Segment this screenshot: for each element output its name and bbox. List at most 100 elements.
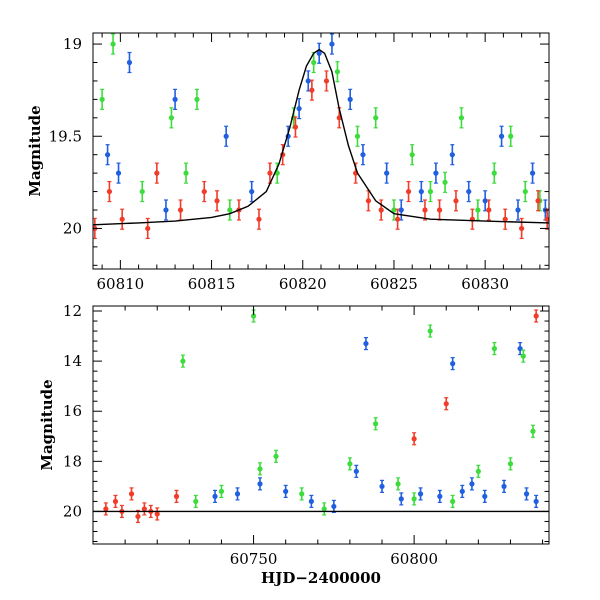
top-red-point: [405, 180, 412, 203]
top-red-point: [395, 208, 401, 230]
bottom-red-point: [135, 509, 141, 524]
bottom-green-point: [475, 464, 481, 478]
top-plot-frame: [92, 32, 550, 270]
bottom-blue-point: [450, 357, 456, 371]
top-blue-point: [498, 125, 505, 147]
top-x-tick-label: 60810: [97, 275, 145, 293]
top-blue-point: [223, 125, 229, 147]
top-green-point: [475, 199, 481, 221]
bottom-blue-point: [482, 489, 488, 503]
bottom-green-point: [321, 502, 327, 516]
top-data-layer: [93, 33, 549, 240]
top-blue-point: [482, 190, 488, 212]
top-blue-point: [529, 162, 536, 184]
bottom-blue-point: [283, 484, 289, 498]
bottom-green-point: [491, 341, 498, 356]
top-red-point: [106, 180, 113, 203]
top-x-tick-label: 60830: [461, 275, 509, 293]
bottom-green-point: [193, 494, 199, 509]
top-blue-point: [398, 199, 404, 221]
top-blue-point: [466, 180, 472, 203]
top-green-point: [491, 162, 497, 184]
top-green-point: [409, 144, 415, 166]
top-green-point: [427, 180, 434, 203]
top-green-point: [522, 180, 528, 203]
bottom-blue-point: [212, 489, 218, 503]
bottom-green-point: [411, 492, 417, 506]
top-y-axis-label: Magnitude: [26, 105, 44, 196]
top-green-point: [458, 107, 465, 129]
top-blue-point: [115, 162, 122, 184]
bottom-blue-point: [353, 464, 359, 478]
bottom-blue-point: [533, 494, 539, 509]
top-blue-point: [347, 88, 353, 110]
top-red-point: [214, 190, 220, 212]
bottom-x-tick-label: 60750: [230, 550, 278, 568]
bottom-green-point: [180, 354, 186, 368]
top-blue-point: [515, 199, 521, 221]
top-blue-point: [418, 180, 424, 203]
top-red-point: [292, 116, 299, 138]
bottom-blue-point: [517, 341, 523, 356]
bottom-red-point: [443, 397, 449, 411]
top-blue-point: [126, 51, 133, 74]
top-blue-point: [329, 33, 335, 55]
top-y-tick-label: 20: [63, 219, 82, 237]
bottom-blue-point: [308, 494, 314, 509]
top-red-point: [486, 199, 492, 221]
top-red-point: [453, 190, 459, 212]
top-red-point: [177, 199, 184, 221]
bottom-green-point: [450, 494, 456, 509]
top-red-point: [502, 208, 508, 230]
bottom-red-point: [533, 309, 539, 323]
bottom-blue-point: [459, 484, 465, 498]
top-red-point: [201, 180, 207, 203]
bottom-green-point: [507, 457, 514, 471]
x-axis-label: HJD−2400000: [261, 569, 381, 587]
top-blue-point: [433, 162, 439, 184]
top-blue-point: [249, 180, 255, 203]
bottom-green-point: [395, 477, 401, 491]
bottom-blue-point: [417, 487, 424, 501]
top-green-point: [110, 33, 116, 55]
bottom-green-point: [530, 424, 536, 438]
top-model-curve: [93, 48, 549, 226]
top-green-point: [508, 125, 514, 147]
bottom-plot-frame: [92, 305, 550, 545]
top-blue-point: [172, 88, 178, 110]
bottom-y-axis-label: Magnitude: [38, 379, 56, 470]
bottom-ticks: 60750 60800 12 14 16 18 20: [63, 302, 549, 568]
bottom-blue-point: [501, 479, 507, 493]
bottom-red-point: [128, 487, 135, 501]
top-blue-point: [316, 42, 322, 64]
top-panel: 60810 60815 60820 60825 60830 19 19.5 20 Magnit…: [26, 32, 550, 293]
top-green-point: [99, 88, 105, 110]
bottom-y-tick-label: 16: [63, 402, 82, 420]
top-blue-point: [104, 144, 111, 166]
bottom-x-tick-label: 60800: [390, 550, 438, 568]
bottom-data-layer: [103, 309, 539, 524]
bottom-green-point: [273, 449, 279, 463]
top-blue-point: [449, 144, 455, 166]
bottom-green-point: [520, 349, 526, 363]
bottom-red-point: [154, 507, 160, 521]
top-red-point: [154, 162, 160, 184]
top-x-tick-label: 60825: [370, 275, 418, 293]
bottom-blue-point: [379, 479, 385, 493]
top-blue-point: [384, 162, 390, 184]
top-green-point: [227, 199, 233, 221]
top-green-point: [168, 107, 175, 129]
top-red-point: [535, 190, 541, 212]
bottom-y-tick-label: 18: [63, 452, 82, 470]
bottom-blue-point: [469, 477, 475, 491]
top-red-point: [469, 208, 475, 230]
top-red-point: [323, 70, 330, 92]
bottom-green-point: [347, 457, 353, 471]
top-green-point: [194, 88, 200, 110]
top-green-point: [334, 61, 341, 83]
top-green-point: [442, 171, 448, 193]
top-x-tick-label: 60820: [279, 275, 327, 293]
top-red-point: [309, 79, 315, 101]
top-red-point: [267, 162, 273, 184]
